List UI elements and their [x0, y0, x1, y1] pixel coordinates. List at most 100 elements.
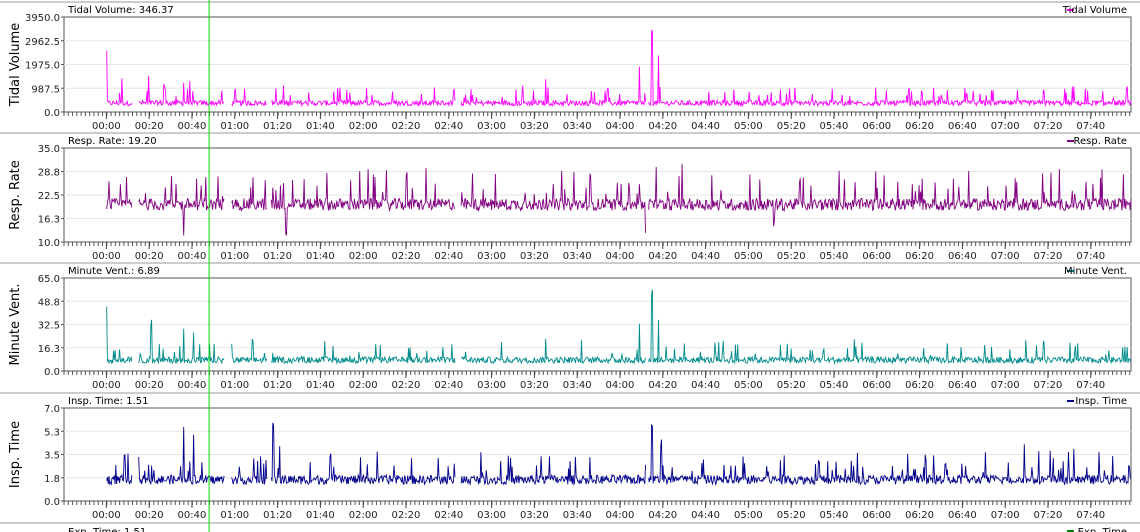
- x-tick-label: 01:20: [263, 380, 292, 391]
- x-tick-label: 03:40: [563, 121, 592, 132]
- x-tick-label: 04:40: [691, 380, 720, 391]
- x-tick-label: 06:20: [905, 510, 934, 521]
- x-tick-label: 03:40: [563, 251, 592, 262]
- series-line: [106, 29, 1132, 108]
- x-tick-label: 01:40: [306, 121, 335, 132]
- current-value-label: Minute Vent.: 6.89: [68, 266, 160, 277]
- x-tick-label: 01:00: [220, 380, 249, 391]
- y-tick-label: 3.5: [44, 451, 60, 462]
- x-tick-label: 05:40: [820, 380, 849, 391]
- x-tick-label: 05:40: [820, 251, 849, 262]
- current-value-label: Exp. Time: 1.51: [68, 527, 146, 532]
- x-tick-label: 06:00: [862, 380, 891, 391]
- y-tick-label: 2962.5: [25, 37, 60, 48]
- y-axis-label: Resp. Rate: [8, 160, 23, 230]
- x-tick-label: 01:40: [306, 251, 335, 262]
- x-tick-label: 02:20: [392, 121, 421, 132]
- x-tick-label: 02:40: [434, 251, 463, 262]
- x-tick-label: 01:20: [263, 121, 292, 132]
- series-line: [106, 422, 1132, 486]
- x-tick-label: 07:20: [1034, 380, 1063, 391]
- x-tick-label: 05:20: [777, 380, 806, 391]
- x-tick-label: 05:20: [777, 121, 806, 132]
- legend-label: Tidal Volume: [1062, 5, 1127, 16]
- y-tick-label: 16.3: [38, 215, 60, 226]
- x-tick-label: 07:40: [1076, 380, 1105, 391]
- legend-label: Insp. Time: [1075, 396, 1127, 407]
- y-tick-label: 1975.0: [25, 61, 60, 72]
- x-tick-label: 00:20: [135, 121, 164, 132]
- x-tick-label: 04:20: [648, 251, 677, 262]
- y-axis-label: Insp. Time: [8, 421, 23, 488]
- x-tick-label: 02:20: [392, 380, 421, 391]
- y-tick-label: 0.0: [44, 367, 60, 378]
- y-tick-label: 22.5: [38, 191, 60, 202]
- chart-panel: 35.0 28.8 22.5 16.3 10.0 Resp. Rate Resp. Rate…: [0, 132, 1140, 262]
- x-tick-label: 03:00: [477, 510, 506, 521]
- x-tick-label: 07:20: [1034, 121, 1063, 132]
- x-tick-label: 00:40: [178, 510, 207, 521]
- x-tick-label: 05:40: [820, 121, 849, 132]
- x-tick-label: 03:40: [563, 380, 592, 391]
- x-tick-label: 02:00: [349, 510, 378, 521]
- x-tick-label: 00:40: [178, 251, 207, 262]
- x-tick-label: 02:00: [349, 121, 378, 132]
- x-tick-label: 06:40: [948, 510, 977, 521]
- x-tick-label: 00:00: [92, 380, 121, 391]
- y-tick-label: 5.3: [44, 427, 60, 438]
- y-tick-label: 16.3: [38, 344, 60, 355]
- x-tick-label: 06:40: [948, 251, 977, 262]
- x-tick-label: 01:40: [306, 510, 335, 521]
- x-tick-label: 04:00: [606, 121, 635, 132]
- chart-panel: 7.0 5.3 3.5 1.8 0.0 Insp. Time Insp. Time: 1.5…: [0, 392, 1140, 521]
- legend-label: Resp. Rate: [1074, 136, 1128, 147]
- x-tick-label: 04:20: [648, 510, 677, 521]
- x-tick-label: 05:20: [777, 510, 806, 521]
- x-tick-label: 07:40: [1076, 251, 1105, 262]
- x-tick-label: 01:20: [263, 510, 292, 521]
- x-tick-label: 02:20: [392, 510, 421, 521]
- y-tick-label: 987.5: [31, 84, 60, 95]
- x-tick-label: 04:00: [606, 510, 635, 521]
- x-tick-label: 04:00: [606, 380, 635, 391]
- x-tick-label: 02:40: [434, 121, 463, 132]
- x-tick-label: 02:20: [392, 251, 421, 262]
- y-tick-label: 7.0: [44, 404, 60, 415]
- x-tick-label: 03:00: [477, 380, 506, 391]
- x-tick-label: 01:00: [220, 510, 249, 521]
- current-value-label: Insp. Time: 1.51: [68, 396, 149, 407]
- x-tick-label: 05:20: [777, 251, 806, 262]
- y-tick-label: 1.8: [44, 474, 60, 485]
- x-tick-label: 00:00: [92, 251, 121, 262]
- x-tick-label: 03:20: [520, 251, 549, 262]
- x-tick-label: 05:40: [820, 510, 849, 521]
- y-tick-label: 48.8: [38, 297, 60, 308]
- x-tick-label: 07:40: [1076, 510, 1105, 521]
- x-tick-label: 03:00: [477, 251, 506, 262]
- x-tick-label: 05:00: [734, 121, 763, 132]
- x-tick-label: 03:40: [563, 510, 592, 521]
- x-tick-label: 01:00: [220, 251, 249, 262]
- x-tick-label: 01:00: [220, 121, 249, 132]
- x-tick-label: 02:00: [349, 251, 378, 262]
- x-tick-label: 04:20: [648, 380, 677, 391]
- series-line: [106, 163, 1132, 236]
- y-tick-label: 35.0: [38, 144, 60, 155]
- x-tick-label: 04:40: [691, 251, 720, 262]
- x-tick-label: 03:20: [520, 510, 549, 521]
- x-tick-label: 00:00: [92, 510, 121, 521]
- x-tick-label: 06:00: [862, 251, 891, 262]
- x-tick-label: 07:20: [1034, 510, 1063, 521]
- x-tick-label: 03:20: [520, 121, 549, 132]
- legend-label: Minute Vent.: [1064, 266, 1127, 277]
- partial-panel: Exp. Time: 1.51 Exp. Time: [0, 522, 1140, 532]
- series-line: [106, 289, 1132, 365]
- x-tick-label: 01:20: [263, 251, 292, 262]
- x-tick-label: 00:20: [135, 251, 164, 262]
- x-tick-label: 06:20: [905, 251, 934, 262]
- x-tick-label: 00:40: [178, 121, 207, 132]
- x-tick-label: 05:00: [734, 510, 763, 521]
- x-tick-label: 06:40: [948, 121, 977, 132]
- x-tick-label: 06:20: [905, 380, 934, 391]
- x-tick-label: 04:40: [691, 121, 720, 132]
